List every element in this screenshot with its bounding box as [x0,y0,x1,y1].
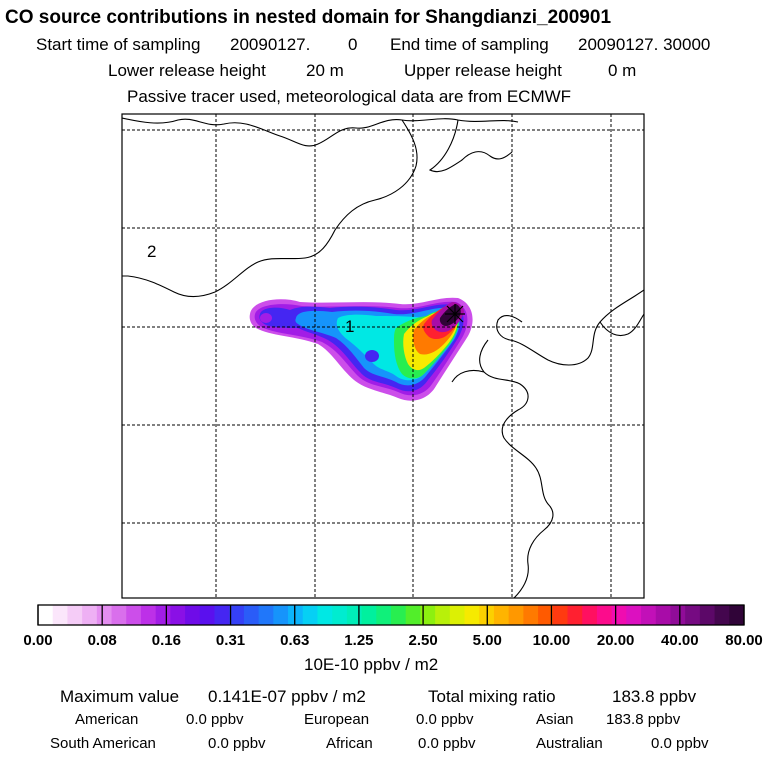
colorbar-swatch [538,605,554,625]
colorbar-swatch [67,605,83,625]
upper-height-value: 0 m [608,61,637,80]
colorbar-swatch [140,605,157,625]
colorbar-swatch [376,605,392,625]
colorbar-tick-label: 20.00 [596,632,635,649]
colorbar-swatch [493,605,510,625]
colorbar-swatch [229,605,245,625]
colorbar-swatch [243,605,260,625]
colorbar-tick-label: 2.50 [408,632,438,649]
region-australian-label: Australian [536,735,603,752]
plume-pocket [365,350,379,362]
lower-height-value: 20 m [306,61,344,80]
colorbar-swatch [126,605,142,625]
colorbar-tick-label: 1.25 [344,632,374,649]
region-african-label: African [326,735,373,752]
lower-height-label: Lower release height [108,61,266,80]
colorbar-swatch [332,605,348,625]
colorbar-swatch [111,605,127,625]
upper-height-label: Upper release height [404,61,562,80]
grid-lines [122,114,644,598]
region-south-american-value: 0.0 ppbv [208,735,266,752]
colorbar-swatch [420,605,436,625]
region-african-value: 0.0 ppbv [418,735,476,752]
coastlines [122,117,644,598]
colorbar-swatch [641,605,657,625]
end-time-label: End time of sampling [390,35,549,54]
colorbar-swatch [435,605,451,625]
colorbar-tick-label: 0.31 [215,632,246,649]
colorbar-tick-label: 0.16 [151,632,181,649]
start-time-value: 20090127. [230,35,311,54]
end-time-value: 20090127. 30000 [578,35,711,54]
colorbar-swatch [346,605,362,625]
colorbar-swatch [611,605,627,625]
colorbar-swatch [155,605,171,625]
region-asian-value: 183.8 ppbv [606,711,681,728]
colorbar [37,604,745,626]
colorbar-swatch [391,605,407,625]
colorbar-swatch [96,605,112,625]
plume-contours [249,297,473,401]
colorbar-swatch [729,605,745,625]
colorbar-swatch [449,605,465,625]
colorbar-swatch [685,605,701,625]
chart-title: CO source contributions in nested domain… [5,7,612,28]
colorbar-swatch [464,605,480,625]
region-south-american-label: South American [50,735,156,752]
start-time-hours: 0 [348,35,358,54]
colorbar-swatch [302,605,318,625]
colorbar-swatch [523,605,539,625]
max-value-label: Maximum value [60,687,180,706]
colorbar-swatch [52,605,68,625]
colorbar-swatch [582,605,598,625]
max-value: 0.141E-07 ppbv / m2 [208,687,366,706]
colorbar-swatch [670,605,686,625]
colorbar-tick-label: 0.00 [23,632,53,649]
colorbar-swatch [214,605,230,625]
map-label-2: 2 [147,242,156,261]
colorbar-swatch [626,605,642,625]
plume-pocket [260,313,272,323]
colorbar-swatch [508,605,524,625]
colorbar-swatch [38,605,54,625]
colorbar-tick-label: 80.00 [725,632,763,649]
region-asian-label: Asian [536,711,574,728]
colorbar-swatch [82,605,98,625]
region-american-label: American [75,711,139,728]
region-european-value: 0.0 ppbv [416,711,474,728]
colorbar-frame [37,604,745,626]
colorbar-swatch [567,605,583,625]
colorbar-swatch [655,605,671,625]
colorbar-swatch [596,605,613,625]
colorbar-swatch [288,605,304,625]
colorbar-tick-label: 5.00 [472,632,502,649]
start-time-label: Start time of sampling [36,35,201,54]
tracer-note: Passive tracer used, meteorological data… [127,87,572,106]
receptor-marker [445,304,465,324]
map-label-1: 1 [345,317,354,336]
colorbar-swatch [185,605,201,625]
colorbar-tick-label: 40.00 [661,632,699,649]
colorbar-swatch [361,605,377,625]
colorbar-tick-label: 0.08 [87,632,117,649]
colorbar-tick-label: 0.63 [280,632,310,649]
colorbar-unit: 10E-10 ppbv / m2 [304,655,439,674]
colorbar-swatch [714,605,730,625]
colorbar-swatch [273,605,289,625]
region-australian-value: 0.0 ppbv [651,735,709,752]
colorbar-swatch [552,605,568,625]
total-mixing-value: 183.8 ppbv [612,687,697,706]
colorbar-swatch [405,605,421,625]
colorbar-swatch [199,605,215,625]
region-european-label: European [304,711,370,728]
colorbar-swatch [170,605,186,625]
colorbar-swatch [258,605,274,625]
total-mixing-label: Total mixing ratio [428,687,556,706]
plot-frame [121,113,645,599]
colorbar-swatch [317,605,333,625]
colorbar-swatch [699,605,715,625]
region-american-value: 0.0 ppbv [186,711,244,728]
colorbar-tick-label: 10.00 [532,632,571,649]
